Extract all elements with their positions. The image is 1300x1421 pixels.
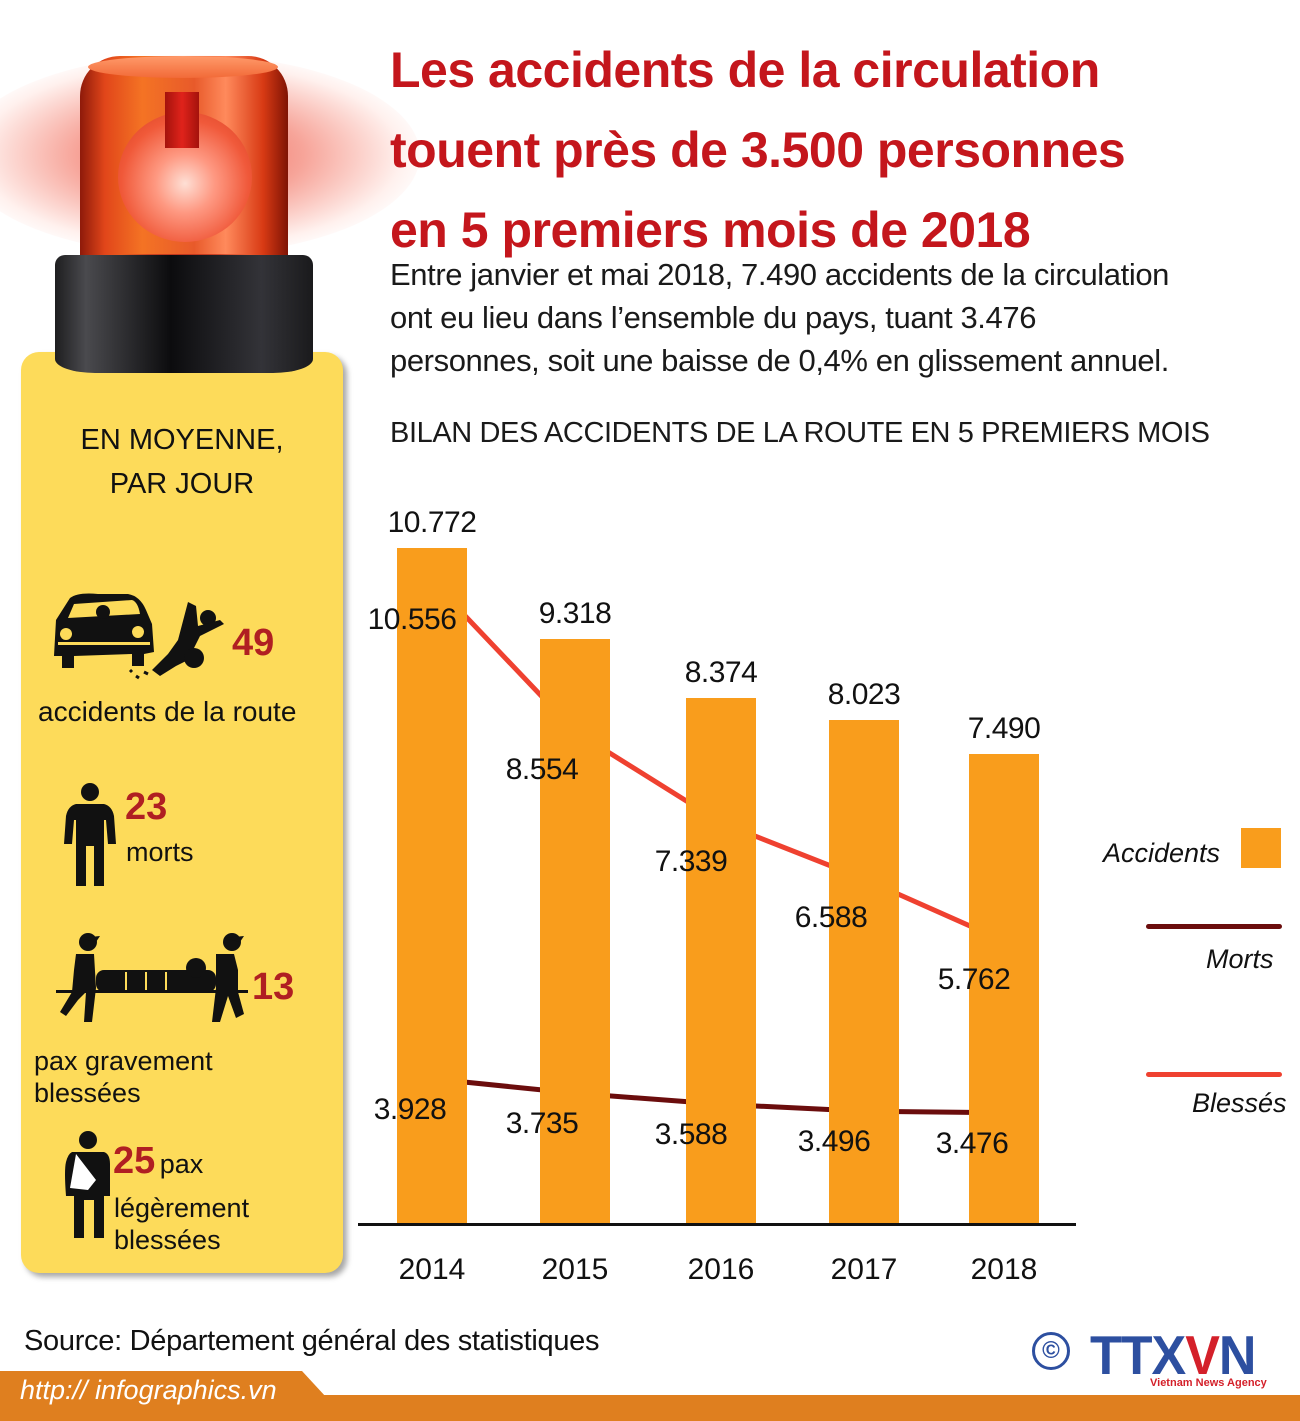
line-value-label: 5.762 [937, 963, 1011, 997]
bar-value-label: 10.772 [387, 505, 477, 539]
stat-morts-value: 23 [125, 786, 168, 828]
footer-tab [0, 1371, 326, 1397]
panel-heading: EN MOYENNE, PAR JOUR [21, 418, 343, 506]
stat-accidents-value: 49 [232, 622, 275, 664]
bar-accidents-2015 [540, 638, 610, 1224]
title-line-3: en 5 premiers mois de 2018 [390, 202, 1031, 258]
logo-subtitle: Vietnam News Agency [1150, 1377, 1267, 1389]
stat-gravement-label-line-1: pax gravement [34, 1046, 213, 1076]
ttxvn-logo: TTXVN [1090, 1325, 1257, 1388]
panel-heading-line-2: PAR JOUR [109, 468, 255, 500]
legend-morts-swatch [1146, 924, 1282, 929]
page-title: Les accidents de la circulation touent p… [390, 30, 1290, 270]
bar-value-label: 8.374 [684, 656, 758, 690]
line-value-label: 3.588 [654, 1118, 728, 1152]
stat-gravement-value: 13 [252, 966, 295, 1008]
logo-text-b: N [1218, 1325, 1257, 1387]
legend-accidents-label: Accidents [1103, 838, 1221, 868]
title-line-2: touent près de 3.500 personnes [390, 122, 1126, 178]
chart-title: BILAN DES ACCIDENTS DE LA ROUTE EN 5 PRE… [390, 417, 1210, 449]
line-value-label: 3.735 [505, 1107, 579, 1141]
legend-blesses-swatch [1146, 1072, 1282, 1077]
intro-line-3: personnes, soit une baisse de 0,4% en gl… [390, 343, 1169, 378]
stat-legerement-row: 25 pax [113, 1140, 203, 1183]
line-value-label: 6.588 [794, 900, 868, 934]
stat-gravement-label-line-2: blessées [34, 1078, 141, 1108]
x-tick-label: 2018 [970, 1253, 1038, 1286]
stat-accidents-label: accidents de la route [38, 696, 297, 727]
person-standing-icon [64, 783, 116, 886]
title-line-1: Les accidents de la circulation [390, 42, 1100, 98]
x-tick-label: 2015 [541, 1253, 609, 1286]
intro-paragraph: Entre janvier et mai 2018, 7.490 acciden… [390, 253, 1295, 382]
line-value-label: 3.476 [935, 1126, 1009, 1160]
stat-legerement-label-line-1: légèrement [114, 1193, 250, 1223]
beacon-dome-top [88, 56, 278, 78]
line-value-label: 7.339 [654, 844, 728, 878]
bar-accidents-2016 [686, 698, 756, 1224]
stat-legerement-value: 25 [113, 1140, 156, 1182]
line-value-label: 3.928 [373, 1092, 447, 1126]
beacon-stem [165, 92, 199, 148]
line-value-label: 3.496 [797, 1125, 871, 1159]
x-axis-baseline [358, 1223, 1076, 1226]
footer-url-link[interactable]: http:// infographics.vn [20, 1375, 277, 1405]
stat-morts-label: morts [126, 837, 194, 867]
x-tick-label: 2016 [687, 1253, 755, 1286]
line-value-label: 8.554 [505, 753, 579, 787]
car-motorbike-crash-icon [54, 593, 224, 680]
stretcher-carriers-icon [56, 933, 248, 1022]
x-tick-label: 2017 [830, 1253, 898, 1286]
stat-gravement-label: pax gravement blessées [34, 1045, 213, 1109]
footer-band [0, 1395, 1300, 1421]
person-arm-sling-icon [65, 1131, 110, 1238]
logo-text-a: TTX [1090, 1325, 1186, 1387]
bar-value-label: 7.490 [967, 711, 1041, 745]
copyright-icon: © [1032, 1332, 1070, 1370]
beacon-base-icon [55, 255, 313, 373]
intro-line-2: ont eu lieu dans l’ensemble du pays, tua… [390, 300, 1037, 335]
stat-legerement-label-line-2: blessées [114, 1225, 221, 1255]
bar-accidents-2018 [969, 753, 1039, 1224]
legend-accidents-swatch [1241, 828, 1281, 868]
bar-value-label: 8.023 [827, 678, 901, 712]
logo-text-v: V [1185, 1325, 1220, 1387]
stat-legerement-label: légèrement blessées [114, 1192, 249, 1256]
source-note: Source: Département général des statisti… [24, 1325, 600, 1357]
bar-value-label: 9.318 [538, 596, 612, 630]
x-tick-label: 2014 [398, 1253, 466, 1286]
stat-legerement-suffix: pax [159, 1149, 204, 1179]
legend-morts-label: Morts [1206, 944, 1274, 974]
bar-accidents-2017 [829, 720, 899, 1224]
bar-accidents-2014 [397, 547, 467, 1224]
intro-line-1: Entre janvier et mai 2018, 7.490 acciden… [390, 257, 1170, 292]
legend-blesses-label: Blessés [1192, 1088, 1287, 1118]
line-value-label: 10.556 [367, 603, 457, 636]
panel-heading-line-1: EN MOYENNE, [80, 424, 284, 456]
